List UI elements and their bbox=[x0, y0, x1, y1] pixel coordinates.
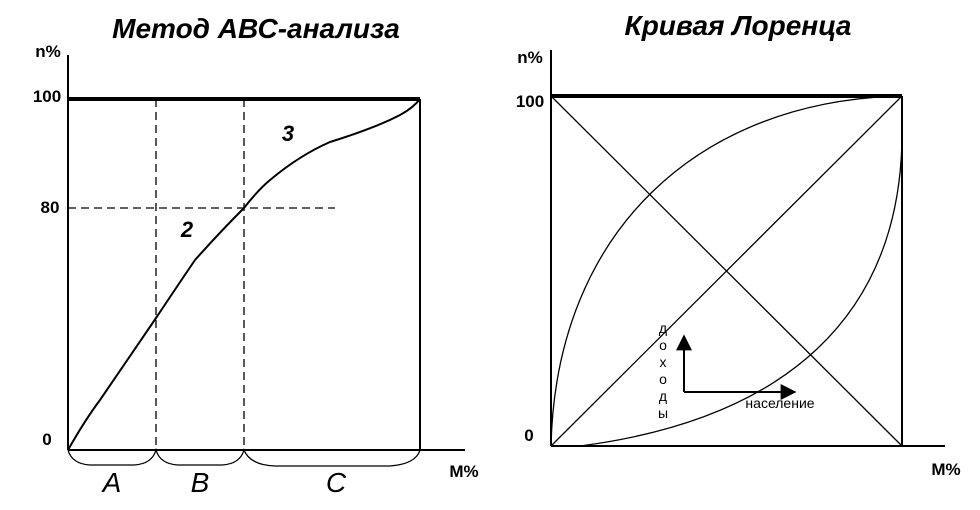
abc-panel: Метод АВС-анализа n% 100 80 0 M% 2 3 A B… bbox=[33, 13, 479, 498]
tick-label: 100 bbox=[516, 92, 544, 111]
y-axis-label: n% bbox=[35, 42, 61, 61]
region-number: 3 bbox=[282, 121, 294, 146]
tick-label: 100 bbox=[33, 87, 61, 106]
x-axis-label: M% bbox=[449, 462, 478, 481]
tick-label: 0 bbox=[524, 426, 533, 445]
tick-label: 0 bbox=[42, 430, 51, 449]
group-label: C bbox=[326, 467, 347, 498]
braces bbox=[67, 447, 421, 467]
diagonal bbox=[550, 95, 903, 447]
group-label: B bbox=[191, 467, 210, 498]
title: Кривая Лоренца bbox=[624, 10, 851, 41]
lower-curve bbox=[579, 124, 903, 447]
x-axis-label: M% bbox=[931, 460, 960, 479]
tick-label: 80 bbox=[41, 198, 60, 217]
inset-x-label: население bbox=[745, 395, 814, 411]
region-number: 2 bbox=[180, 217, 194, 242]
group-label: A bbox=[101, 467, 122, 498]
title: Метод АВС-анализа bbox=[112, 13, 400, 44]
lorenz-panel: Кривая Лоренца доходы население n% 100 0… bbox=[516, 10, 961, 479]
y-axis-label: n% bbox=[517, 48, 543, 67]
upper-curve bbox=[550, 95, 903, 447]
abc-curve bbox=[67, 98, 421, 451]
inset-y-label: доходы bbox=[655, 320, 671, 422]
